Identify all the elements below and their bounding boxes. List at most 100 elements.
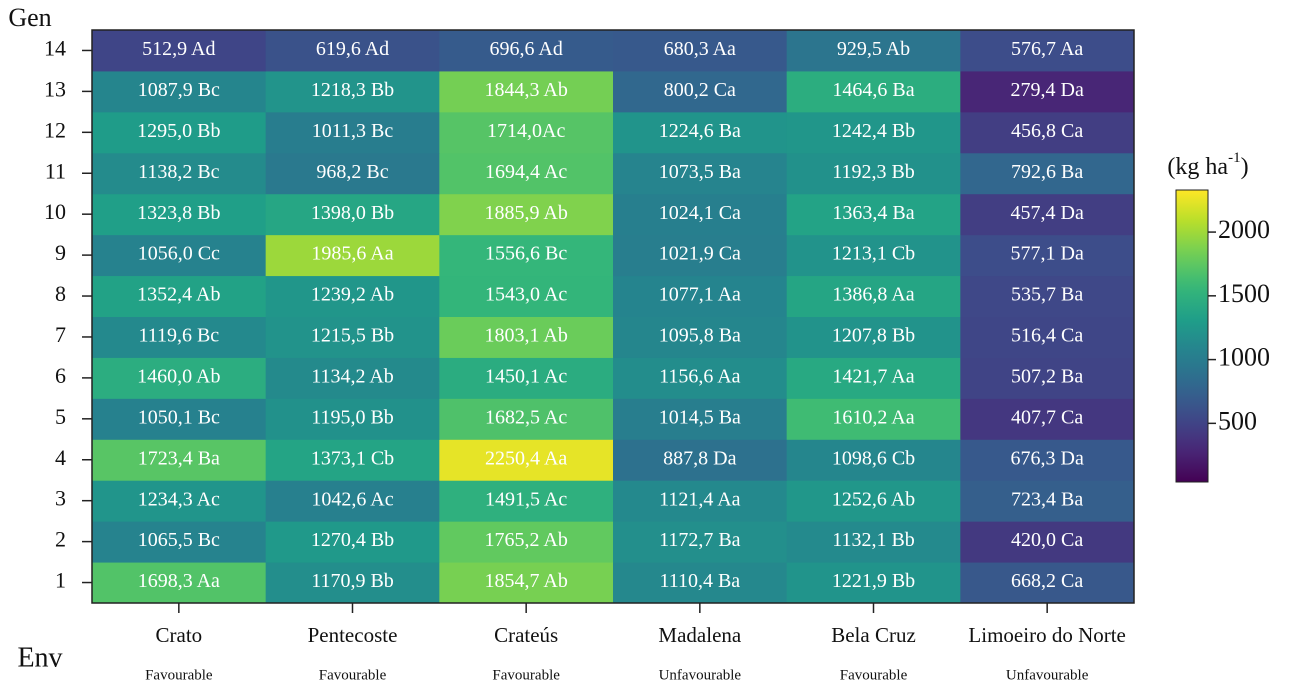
cell-label: 1134,2 Ab <box>311 365 394 387</box>
heatmap-cell <box>265 275 440 317</box>
cell-label: 1491,5 Ac <box>485 488 567 510</box>
cell-label: 1421,7 Aa <box>832 365 914 387</box>
heatmap-cell <box>613 152 788 195</box>
heatmap-cell <box>786 275 961 317</box>
heatmap-cell <box>786 439 961 481</box>
heatmap-cell <box>439 193 614 236</box>
cell-label: 968,2 Bc <box>316 161 388 183</box>
heatmap-cell <box>613 316 788 358</box>
heatmap-cell <box>439 562 614 604</box>
cell-label: 1352,4 Ab <box>137 284 220 306</box>
cell-label: 1170,9 Bb <box>311 570 394 592</box>
cell-label: 2250,4 Aa <box>485 447 567 469</box>
heatmap-cell <box>439 234 614 277</box>
cell-label: 1398,0 Bb <box>311 202 394 224</box>
cell-label: 1844,3 Ab <box>484 79 567 101</box>
heatmap-cell <box>265 70 440 113</box>
y-tick-label: 5 <box>55 404 66 429</box>
cell-label: 1556,6 Bc <box>485 243 567 265</box>
cell-label: 1698,3 Aa <box>138 570 220 592</box>
y-axis-label: Gen <box>8 3 51 32</box>
cell-label: 680,3 Aa <box>664 38 736 60</box>
cell-label: 1065,5 Bc <box>138 529 220 551</box>
cell-label: 1234,3 Ac <box>138 488 220 510</box>
cell-label: 1156,6 Aa <box>659 365 741 387</box>
cell-label: 1172,7 Ba <box>659 529 741 551</box>
x-category-note: Favourable <box>492 667 560 683</box>
cell-label: 696,6 Ad <box>489 38 562 60</box>
cell-label: 1138,2 Bc <box>138 161 220 183</box>
cell-label: 1050,1 Bc <box>138 406 220 428</box>
heatmap-cell <box>786 398 961 440</box>
heatmap-cell <box>92 111 267 154</box>
colorbar-label: (kg ha-1) <box>1167 150 1248 179</box>
heatmap-cell <box>613 398 788 440</box>
cell-label: 1464,6 Ba <box>832 79 914 101</box>
heatmap-cell <box>960 111 1135 154</box>
cell-label: 1694,4 Ac <box>485 161 567 183</box>
cell-label: 1215,5 Bb <box>311 325 394 347</box>
x-tick-label: Limoeiro do Norte <box>968 623 1125 647</box>
x-tick-label: Bela Cruz <box>831 623 916 647</box>
heatmap-cell <box>786 357 961 399</box>
cell-label: 576,7 Aa <box>1011 38 1083 60</box>
heatmap-cell <box>613 357 788 399</box>
cell-label: 1218,3 Bb <box>311 79 394 101</box>
cell-label: 279,4 Da <box>1011 79 1084 101</box>
heatmap-cell <box>92 193 267 236</box>
cell-label: 800,2 Ca <box>664 79 736 101</box>
cell-label: 668,2 Ca <box>1011 570 1083 592</box>
x-tick-label: Crato <box>156 623 203 647</box>
cell-label: 1132,1 Bb <box>832 529 915 551</box>
cell-label: 1373,1 Cb <box>311 447 394 469</box>
heatmap-cell <box>439 275 614 317</box>
cell-label: 723,4 Ba <box>1011 488 1083 510</box>
heatmap-cell <box>439 357 614 399</box>
cell-label: 1854,7 Ab <box>484 570 567 592</box>
y-tick-label: 9 <box>55 240 66 265</box>
heatmap-cell <box>786 30 961 72</box>
colorbar-tick-label: 1500 <box>1218 279 1270 308</box>
x-tick-label: Madalena <box>658 623 741 647</box>
heatmap-cell <box>613 30 788 72</box>
heatmap-cell <box>960 480 1135 522</box>
cell-label: 1224,6 Ba <box>659 120 741 142</box>
cell-label: 1295,0 Bb <box>137 120 220 142</box>
x-tick-label: Pentecoste <box>308 623 398 647</box>
colorbar-label-close: ) <box>1241 154 1249 180</box>
heatmap-cell <box>613 234 788 277</box>
cell-label: 1803,1 Ab <box>484 325 567 347</box>
heatmap-cell <box>786 152 961 195</box>
cell-label: 1363,4 Ba <box>832 202 914 224</box>
cell-label: 1121,4 Aa <box>659 488 741 510</box>
cell-label: 1192,3 Bb <box>832 161 915 183</box>
heatmap-cell <box>265 111 440 154</box>
y-tick-label: 3 <box>55 486 66 511</box>
cell-label: 1213,1 Cb <box>832 243 915 265</box>
heatmap-cell <box>265 234 440 277</box>
heatmap-cell <box>960 316 1135 358</box>
heatmap-cell <box>786 316 961 358</box>
cell-label: 1011,3 Bc <box>312 120 394 142</box>
heatmap-cell <box>265 439 440 481</box>
cell-label: 1021,9 Ca <box>659 243 741 265</box>
heatmap-cell <box>92 398 267 440</box>
heatmap-cell <box>786 480 961 522</box>
heatmap-cell <box>786 70 961 113</box>
cell-label: 1543,0 Ac <box>485 284 567 306</box>
cell-label: 1765,2 Ab <box>484 529 567 551</box>
heatmap-cell <box>265 193 440 236</box>
x-category-note: Favourable <box>319 667 387 683</box>
heatmap-cell <box>960 193 1135 236</box>
heatmap-cell <box>92 521 267 563</box>
cell-label: 512,9 Ad <box>142 38 215 60</box>
colorbar-label-unit: (kg ha <box>1167 154 1228 180</box>
cell-label: 1042,6 Ac <box>311 488 393 510</box>
cell-label: 619,6 Ad <box>316 38 389 60</box>
heatmap-cell <box>960 70 1135 113</box>
heatmap-cell <box>92 234 267 277</box>
y-tick-label: 12 <box>44 117 66 142</box>
cell-label: 1242,4 Bb <box>832 120 915 142</box>
heatmap-cell <box>439 521 614 563</box>
